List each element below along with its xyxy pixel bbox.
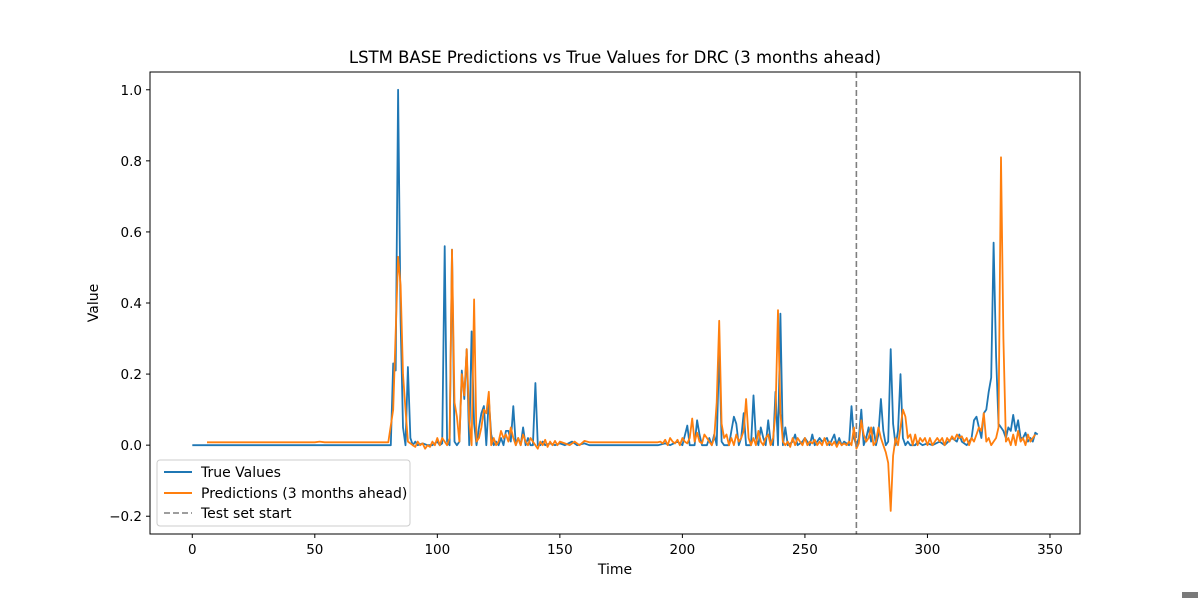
- corner-mark: [1182, 592, 1198, 598]
- y-tick-label: 0.8: [121, 154, 142, 170]
- legend-label-test-set-start: Test set start: [200, 506, 292, 522]
- x-tick-label: 200: [670, 542, 696, 558]
- x-tick-label: 300: [915, 542, 941, 558]
- legend-label-true-values: True Values: [200, 465, 281, 481]
- y-tick-label: −0.2: [109, 509, 142, 525]
- y-tick-label: 0.4: [121, 296, 142, 312]
- y-tick-label: 0.0: [121, 438, 142, 454]
- y-tick-label: 1.0: [121, 83, 142, 99]
- x-axis-label: Time: [597, 562, 632, 578]
- x-tick-label: 250: [792, 542, 818, 558]
- x-tick-label: 50: [306, 542, 323, 558]
- x-tick-label: 100: [424, 542, 450, 558]
- legend-label-predictions: Predictions (3 months ahead): [201, 486, 407, 502]
- series-line-predictions: [207, 156, 1037, 512]
- y-axis-label: Value: [86, 284, 102, 322]
- y-tick-label: 0.2: [121, 367, 142, 383]
- legend-box: [156, 459, 411, 527]
- y-tick-label: 0.6: [121, 225, 142, 241]
- x-tick-label: 0: [188, 542, 197, 558]
- x-tick-label: 150: [547, 542, 573, 558]
- legend: True Values Predictions (3 months ahead)…: [156, 459, 411, 527]
- x-tick-label: 350: [1037, 542, 1063, 558]
- chart-title: LSTM BASE Predictions vs True Values for…: [349, 48, 881, 67]
